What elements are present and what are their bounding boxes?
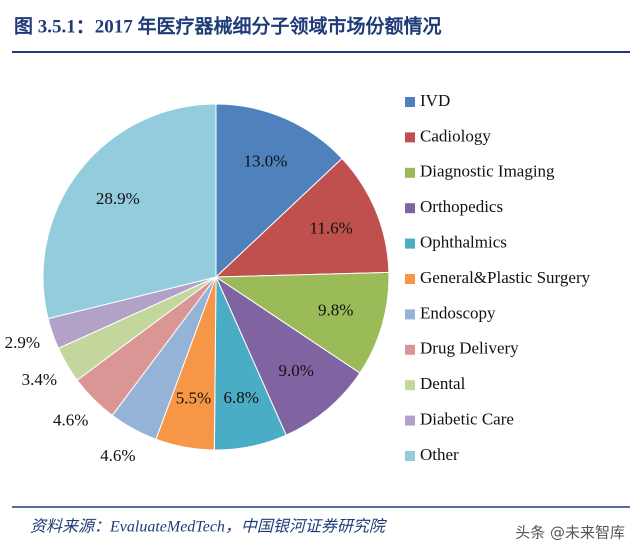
legend-swatch <box>405 238 415 249</box>
legend-label: Dental <box>420 374 466 393</box>
value-label: 28.9% <box>96 189 140 208</box>
pie-slice <box>214 157 390 278</box>
legend-label: Endoscopy <box>420 303 496 322</box>
chart-title: 图 3.5.1：2017 年医疗器械细分子领域市场份额情况 <box>14 14 442 37</box>
value-label: 2.9% <box>5 333 40 352</box>
value-label: 6.8% <box>224 388 259 407</box>
value-label: 11.6% <box>310 218 353 237</box>
value-label: 9.0% <box>279 361 314 380</box>
legend-label: Ophthalmics <box>420 233 507 252</box>
legend-label: Diagnostic Imaging <box>420 162 555 181</box>
value-label: 3.4% <box>22 370 57 389</box>
legend-swatch <box>405 344 415 355</box>
pie-slice <box>215 103 343 279</box>
legend-label: Cadiology <box>420 126 491 145</box>
legend-label: IVD <box>420 91 450 110</box>
legend-label: General&Plastic Surgery <box>420 268 591 287</box>
value-label: 9.8% <box>318 300 353 319</box>
legend-swatch <box>405 451 415 461</box>
pie-slice <box>214 275 361 436</box>
plot: 13.0% 11.6% 9.8% 9.0% 6.8% 5.5% 4.6% 4.6% 3.4% 2.… <box>5 91 591 465</box>
value-label: 4.6% <box>53 411 88 430</box>
legend-label: Other <box>420 445 459 464</box>
watermark: 头条 @未来智库 <box>515 524 625 542</box>
legend-swatch <box>405 415 415 426</box>
value-label: 5.5% <box>176 388 211 407</box>
legend-swatch <box>405 97 415 107</box>
legend-swatch <box>405 132 415 143</box>
legend-swatch <box>405 167 415 178</box>
pie-slice <box>42 103 217 320</box>
legend-label: Diabetic Care <box>420 410 514 429</box>
legend-swatch <box>405 203 415 214</box>
value-label: 4.6% <box>100 446 135 465</box>
legend-swatch <box>405 274 415 284</box>
legend-swatch <box>405 380 415 391</box>
value-label: 13.0% <box>243 152 287 171</box>
pie-slice <box>214 271 390 374</box>
legend-swatch <box>405 309 415 320</box>
legend-label: Orthopedics <box>420 197 503 216</box>
source: 资料来源：EvaluateMedTech，中国银河证券研究院 <box>30 518 388 536</box>
legend-label: Drug Delivery <box>420 339 519 358</box>
